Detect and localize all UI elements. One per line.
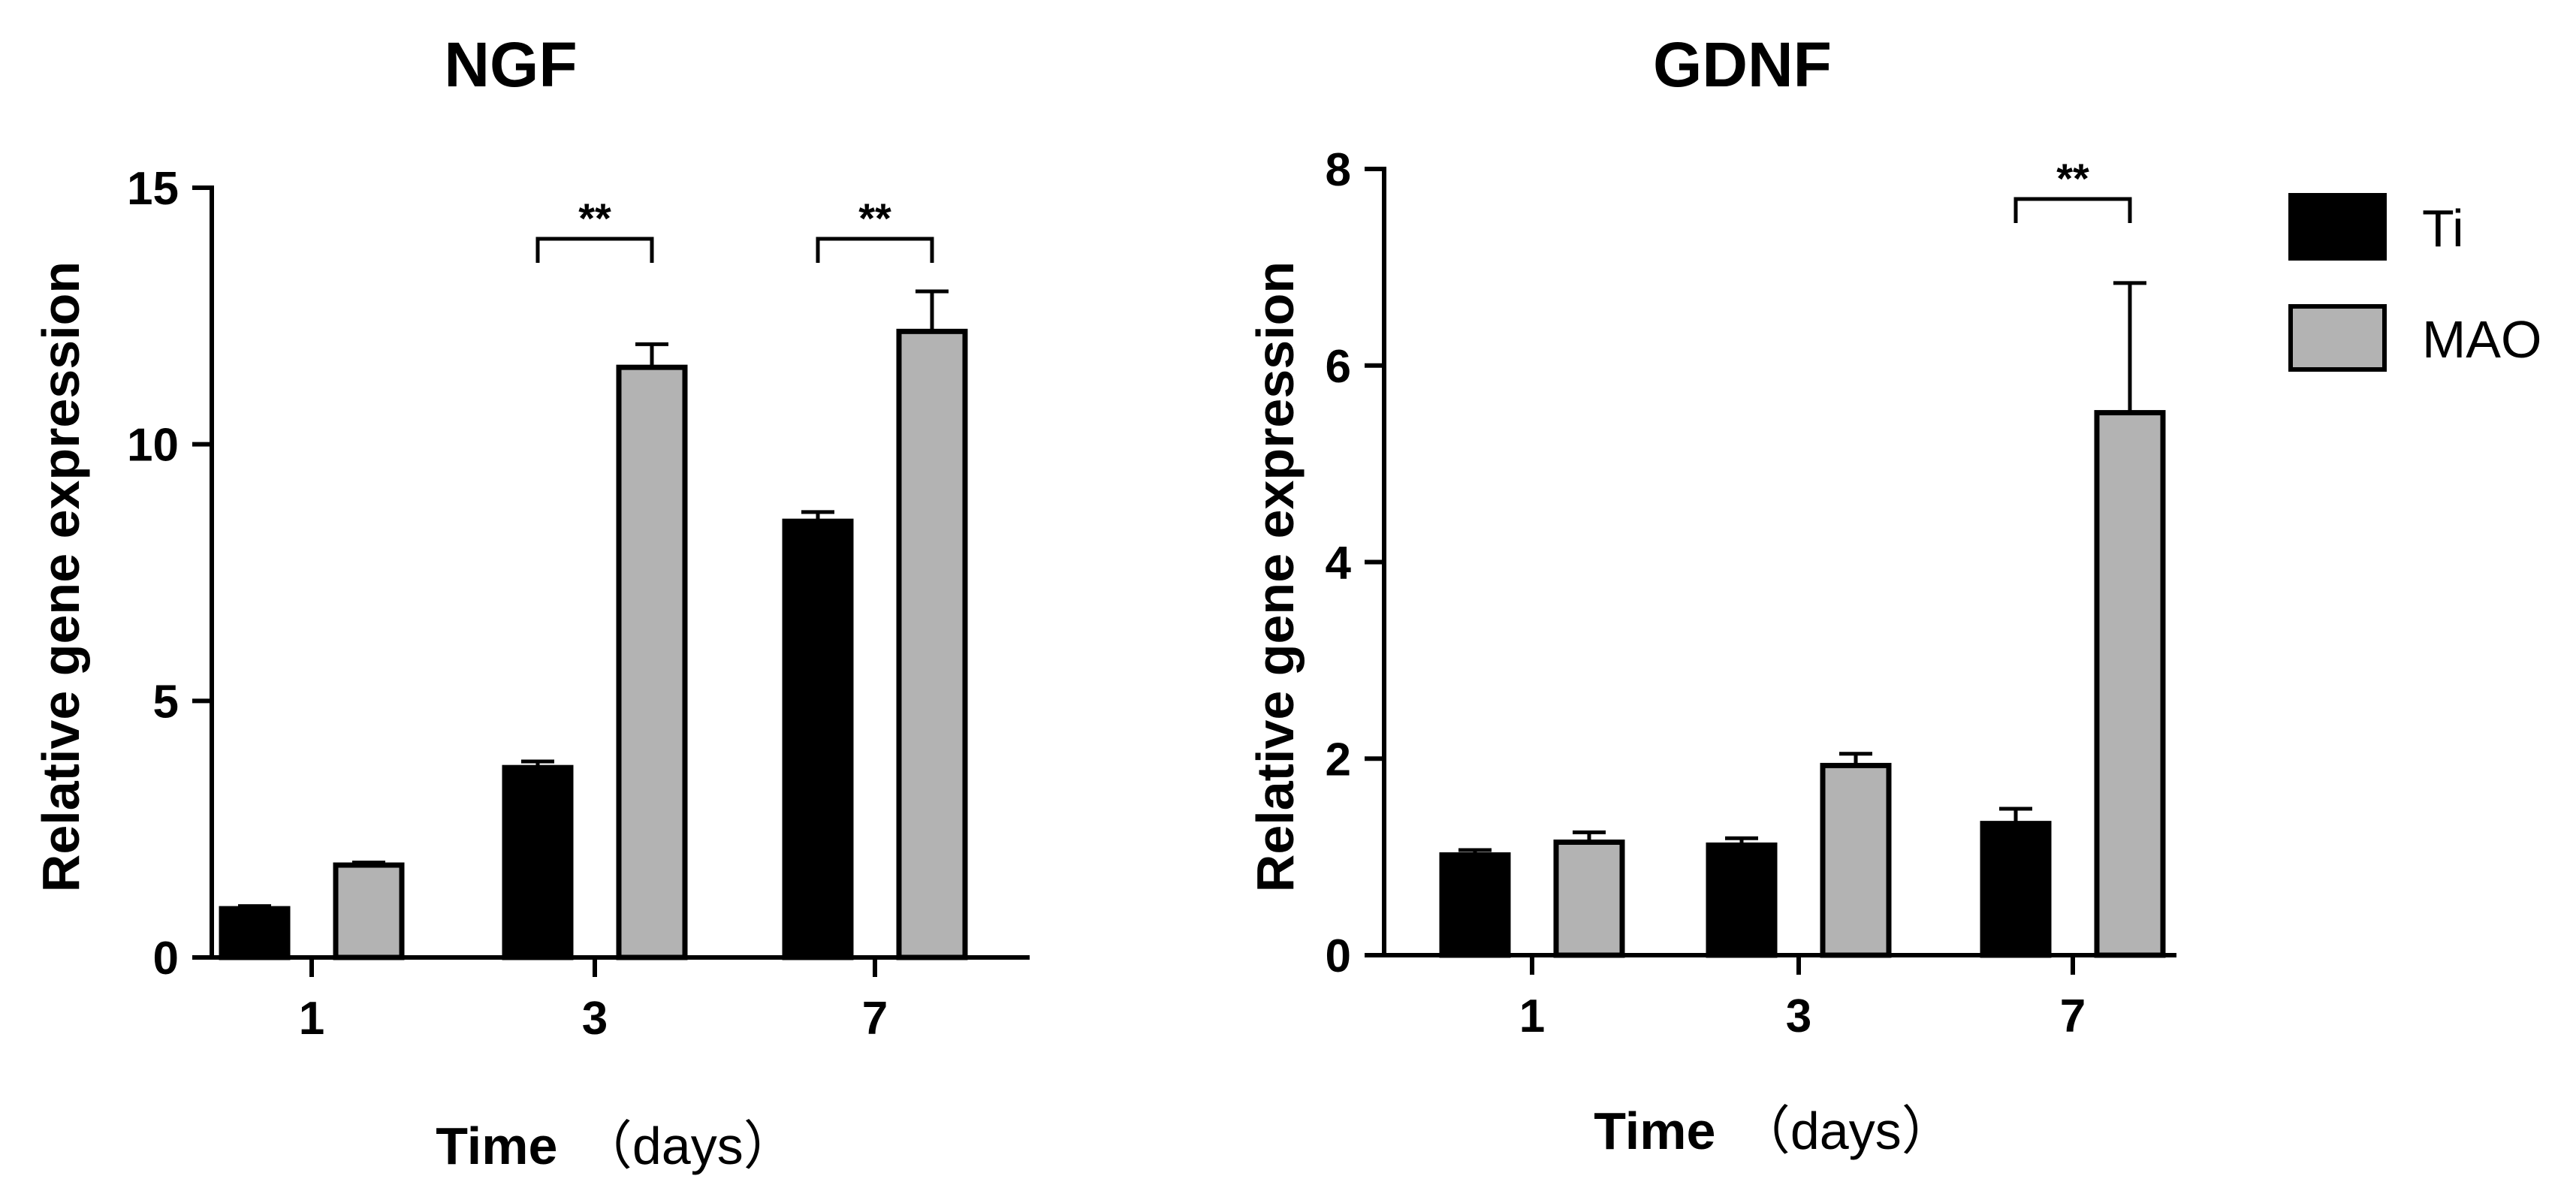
ngf-y-tick-label: 0	[153, 933, 179, 984]
ngf-ti-bar	[219, 906, 291, 960]
gdnf-y-axis-label: Relative gene expression	[1246, 261, 1305, 892]
gdnf-mao-bar	[1553, 839, 1625, 958]
ngf-x-tick-label: 7	[862, 993, 888, 1045]
ngf-panel: NGF Relative gene expression Time （days）…	[32, 29, 1030, 1175]
gdnf-ti-bar	[1706, 842, 1778, 958]
ngf-chart-title: NGF	[444, 29, 577, 100]
ngf-y-tick-label: 15	[127, 163, 179, 215]
ngf-x-axis-label-unit: （days）	[580, 1117, 796, 1175]
ngf-mao-bar	[333, 862, 405, 960]
gdnf-x-axis-label-unit: （days）	[1738, 1102, 1954, 1160]
ngf-x-axis-label-main: Time	[436, 1117, 557, 1175]
ngf-x-tick-label: 3	[582, 993, 608, 1045]
ngf-y-tick-label: 10	[127, 420, 179, 472]
ngf-y-axis-label: Relative gene expression	[32, 261, 90, 892]
ngf-plot-area: 0 5 10 15 1 3 7 ** **	[127, 163, 1030, 1045]
gdnf-panel: GDNF Relative gene expression Time （days…	[1246, 29, 2176, 1160]
ngf-ti-bar	[502, 764, 574, 960]
gdnf-chart-title: GDNF	[1653, 29, 1832, 100]
gdnf-mao-bar	[2094, 410, 2166, 958]
ngf-significance-label: **	[578, 194, 611, 242]
gdnf-significance-label: **	[2056, 155, 2089, 202]
gdnf-x-tick-label: 1	[1519, 990, 1545, 1042]
gdnf-y-tick-label: 4	[1326, 538, 1352, 589]
gdnf-y-tick-label: 8	[1326, 144, 1351, 196]
ngf-significance-bracket	[535, 237, 654, 263]
gdnf-mao-bar	[1820, 762, 1892, 958]
legend-label-ti: Ti	[2422, 199, 2464, 258]
legend: Ti MAO	[2288, 193, 2541, 372]
legend-swatch-mao	[2288, 304, 2387, 372]
gdnf-y-tick-label: 2	[1326, 734, 1351, 785]
ngf-x-tick-label: 1	[299, 993, 324, 1045]
legend-label-mao: MAO	[2422, 310, 2541, 369]
gdnf-x-tick-label: 3	[1786, 990, 1811, 1042]
ngf-significance-label: **	[858, 194, 891, 242]
ngf-mao-bar	[616, 364, 688, 960]
gdnf-y-tick-label: 6	[1326, 341, 1351, 393]
ngf-y-tick-label: 5	[153, 676, 179, 728]
gdnf-x-tick-label: 7	[2060, 990, 2086, 1042]
ngf-mao-bar	[896, 328, 968, 960]
gdnf-x-axis-label-main: Time	[1594, 1102, 1715, 1160]
gdnf-ti-bar	[1980, 821, 2052, 958]
ngf-x-axis-label: Time （days）	[436, 1117, 795, 1175]
legend-swatch-ti	[2288, 193, 2387, 261]
gdnf-ti-bar	[1439, 852, 1511, 958]
ngf-significance-bracket	[816, 237, 934, 263]
ngf-ti-bar	[782, 518, 854, 960]
gdnf-x-axis-label: Time （days）	[1594, 1102, 1953, 1160]
gdnf-plot-area: 0 2 4 6 8 1 3 7 **	[1326, 144, 2176, 1042]
gdnf-y-tick-label: 0	[1326, 930, 1351, 982]
gdnf-significance-bracket	[2013, 197, 2132, 223]
